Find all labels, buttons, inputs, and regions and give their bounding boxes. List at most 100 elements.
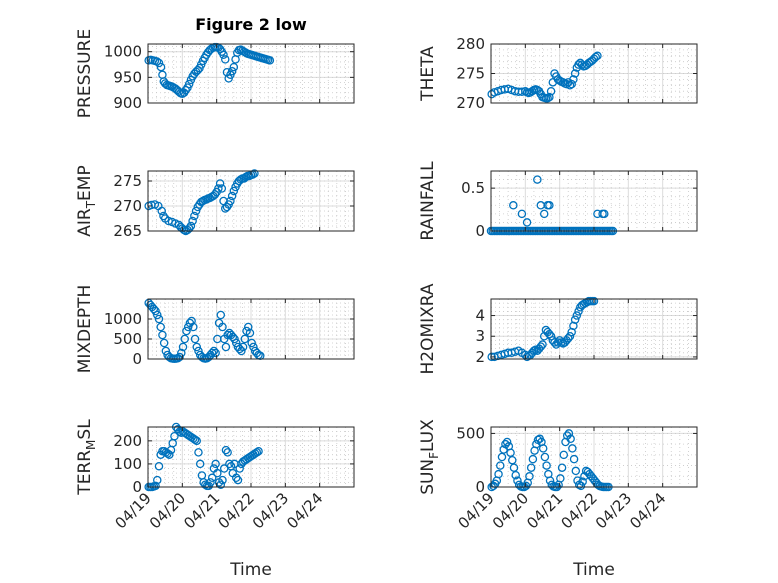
y-axis-label: RAINFALL (418, 161, 438, 241)
data-point (170, 431, 179, 441)
data-point (565, 331, 575, 341)
data-point (569, 75, 578, 84)
data-point (214, 184, 223, 193)
data-point (207, 348, 217, 358)
data-point (525, 472, 534, 481)
subplot-h2omixra: 2 3 4 H2OMIXRA (418, 283, 698, 375)
data-point (158, 330, 167, 340)
data-point (529, 346, 539, 355)
data-point (209, 346, 219, 356)
data-point (538, 444, 548, 453)
y-tick-label: 265 (113, 222, 142, 240)
y-tick-label: 0 (132, 478, 142, 496)
data-point (190, 334, 200, 344)
data-point (244, 322, 253, 332)
subplot-air-temp: 265 270 275 AIRTEMP (75, 165, 355, 240)
data-point (186, 221, 196, 231)
data-point (211, 459, 220, 469)
y-axis-label: PRESSURE (75, 29, 95, 118)
data-point (574, 307, 583, 316)
data-point (571, 466, 581, 476)
data-point (182, 326, 191, 336)
data-point (213, 468, 222, 478)
data-point (487, 352, 496, 362)
data-point (533, 175, 542, 184)
data-point (509, 201, 518, 210)
data-point (589, 296, 599, 306)
data-point (506, 448, 515, 457)
data-point (593, 51, 602, 61)
subplot-rainfall: 0 0.5 RAINFALL (418, 161, 698, 241)
data-point (526, 463, 536, 472)
figure-title: Figure 2 low (195, 15, 307, 34)
data-point (570, 69, 580, 78)
data-point (572, 311, 582, 320)
data-point (229, 186, 239, 196)
y-tick-label: 0 (475, 478, 485, 496)
data-point (569, 454, 579, 464)
data-point (223, 330, 232, 340)
data-point (190, 435, 200, 444)
data-point (151, 306, 160, 316)
data-point (497, 452, 507, 462)
y-tick-label: 3 (475, 327, 485, 345)
y-tick-label: 0 (132, 350, 142, 368)
data-point (545, 201, 554, 210)
data-point (517, 209, 527, 219)
data-point (180, 334, 189, 344)
subplot-theta: 270 275 280 THETA (418, 35, 698, 112)
data-point (178, 342, 188, 352)
data-point (151, 481, 160, 491)
y-tick-label: 0.5 (461, 179, 485, 197)
data-point (528, 454, 538, 464)
y-axis-label: SUNFLUX (418, 419, 441, 495)
data-point (265, 56, 275, 65)
data-point (237, 346, 246, 356)
data-point (247, 338, 256, 348)
y-axis-label: H2OMIXRA (418, 283, 438, 374)
data-point (190, 211, 199, 221)
data-point (252, 448, 262, 457)
y-axis-label-tail: LUX (418, 419, 438, 452)
data-point (568, 444, 577, 453)
y-axis-label: AIRTEMP (75, 165, 98, 236)
y-axis-label-subscript: T (84, 200, 98, 209)
y-tick-label: 950 (113, 68, 142, 86)
x-axis-label-left: Time (229, 560, 272, 580)
data-point (220, 55, 230, 64)
y-axis-label: TERRMSL (75, 419, 98, 496)
data-point (245, 328, 255, 338)
subplot-pressure: 900 950 1000 PRESSURE (75, 29, 355, 118)
data-point (216, 480, 226, 489)
data-point (219, 50, 228, 60)
y-axis-label: THETA (418, 46, 438, 102)
data-point (538, 340, 547, 349)
y-axis-label-main: TERR (75, 450, 95, 496)
data-point (559, 450, 569, 460)
y-axis-label-main: AIR (75, 208, 95, 237)
data-point (153, 475, 162, 485)
data-point (556, 474, 565, 483)
data-point (217, 184, 227, 193)
data-point (223, 448, 232, 457)
y-axis-label-subscript: M (84, 440, 98, 450)
data-point (564, 429, 574, 438)
data-point (191, 206, 201, 216)
data-point (511, 470, 520, 480)
data-point (545, 92, 554, 102)
data-point (570, 315, 580, 324)
data-point (165, 450, 174, 459)
data-point (546, 331, 556, 341)
y-tick-label: 280 (456, 35, 485, 53)
data-point (254, 446, 263, 456)
data-point (156, 322, 165, 332)
data-point (192, 436, 202, 446)
data-point (227, 66, 237, 76)
y-tick-label: 1000 (104, 43, 142, 61)
y-axis-label-tail: EMP (75, 165, 95, 201)
data-point (557, 463, 567, 472)
y-tick-label: 100 (113, 455, 142, 473)
data-point (189, 322, 198, 332)
data-point (207, 473, 217, 483)
data-point (567, 79, 576, 89)
